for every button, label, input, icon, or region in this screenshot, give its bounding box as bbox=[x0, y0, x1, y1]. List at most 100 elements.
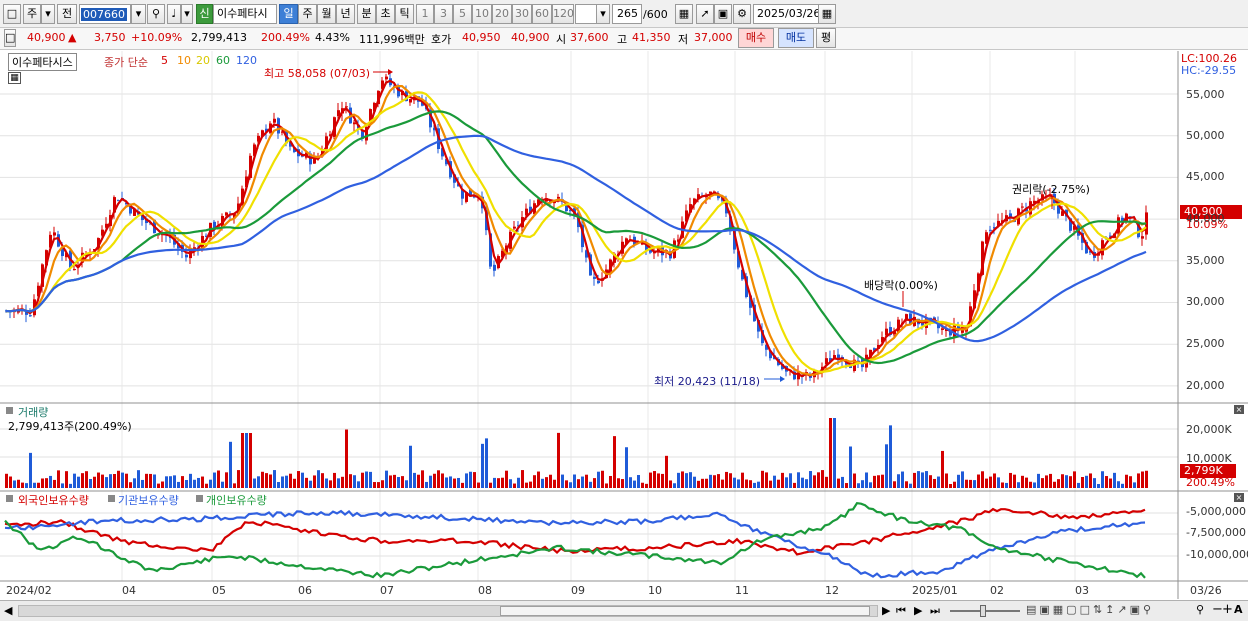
toolbar: □ 주 ▾ 전 007660 ▾ ⚲ ♩ ▾ 신 이수페타시 일 주 월 년 분… bbox=[0, 0, 1248, 28]
change-amount: 3,750 bbox=[94, 31, 126, 44]
current-percent-label: 10.09% bbox=[1186, 218, 1228, 231]
open-label: 시 bbox=[556, 33, 567, 46]
zoom-out-icon[interactable]: ⚲ bbox=[1196, 603, 1205, 616]
holder-series-institution: 기관보유수량 bbox=[118, 494, 179, 507]
tab-minute[interactable]: 분 bbox=[357, 4, 376, 24]
font-size-icon[interactable]: A bbox=[1234, 603, 1243, 616]
credit-badge[interactable]: 신 bbox=[196, 4, 213, 24]
y-tick: 55,000 bbox=[1186, 88, 1225, 101]
holder-series-individual: 개인보유수량 bbox=[206, 494, 267, 507]
gear-icon[interactable]: ⚙ bbox=[733, 4, 751, 24]
volume-title: 거래량 bbox=[18, 406, 49, 419]
ma-period-10: 10 bbox=[177, 54, 191, 67]
period-select[interactable]: 주 bbox=[23, 4, 41, 24]
volume-value: 2,799,413 bbox=[191, 31, 247, 44]
ma-period-60: 60 bbox=[216, 54, 230, 67]
tools-icon-strip[interactable]: ▤▣▦▢□⇅↥↗▣⚲ bbox=[1026, 603, 1155, 616]
low-annotation: 최저 20,423 (11/18) bbox=[654, 375, 761, 388]
rights-annotation: 권리락(-2.75%) bbox=[1012, 183, 1090, 196]
x-tick: 03/26 bbox=[1190, 584, 1222, 597]
sell-button[interactable]: 매도 bbox=[778, 28, 814, 48]
high-label: 고 bbox=[617, 33, 628, 46]
high-price: 41,350 bbox=[632, 31, 671, 44]
change-arrow: ▲ bbox=[68, 31, 77, 44]
volume-close-icon[interactable]: × bbox=[1234, 405, 1244, 414]
draw-tool-icon[interactable]: ➚ bbox=[696, 4, 714, 24]
stock-name-box[interactable]: 이수페타시스 bbox=[8, 53, 77, 71]
interval-1[interactable]: 1 bbox=[416, 4, 434, 24]
stock-chart[interactable] bbox=[0, 51, 1248, 601]
count-total: /600 bbox=[643, 8, 668, 21]
minus-icon[interactable]: − bbox=[1212, 602, 1223, 617]
y-tick: 45,000 bbox=[1186, 170, 1225, 183]
interval-5[interactable]: 5 bbox=[453, 4, 472, 24]
change-percent: +10.09% bbox=[131, 31, 183, 44]
volume-percent: 200.49% bbox=[261, 31, 310, 44]
holder-close-icon[interactable]: × bbox=[1234, 493, 1244, 502]
last-page-icon[interactable]: ⏭ bbox=[930, 604, 940, 617]
chart-type-icon[interactable]: ▦ bbox=[675, 4, 693, 24]
y-tick: 40,000 bbox=[1186, 212, 1225, 225]
tab-monthly[interactable]: 월 bbox=[317, 4, 336, 24]
volume-current-percent: 200.49% bbox=[1186, 476, 1235, 489]
holder-panel-marker-icon[interactable] bbox=[6, 495, 13, 502]
volume-y-tick: 10,000K bbox=[1186, 452, 1232, 465]
high-annotation: 최고 58,058 (07/03) bbox=[264, 67, 371, 80]
stock-code-input[interactable]: 007660 bbox=[79, 4, 131, 24]
evaluate-button[interactable]: 평 bbox=[816, 28, 836, 48]
first-page-icon[interactable]: ⏮ bbox=[896, 604, 906, 617]
interval-dropdown-icon[interactable]: ▾ bbox=[596, 4, 610, 24]
interval-custom-input[interactable] bbox=[575, 4, 597, 24]
interval-20[interactable]: 20 bbox=[492, 4, 512, 24]
current-price-box: 40,900 bbox=[1180, 205, 1242, 219]
tab-tick[interactable]: 틱 bbox=[395, 4, 414, 24]
interval-3[interactable]: 3 bbox=[434, 4, 453, 24]
speaker-dropdown-icon[interactable]: ▾ bbox=[181, 4, 193, 24]
plus-icon[interactable]: + bbox=[1222, 602, 1233, 617]
link-icon[interactable]: □ bbox=[4, 29, 16, 47]
interval-30[interactable]: 30 bbox=[512, 4, 532, 24]
code-dropdown-icon[interactable]: ▾ bbox=[131, 4, 146, 24]
tab-second[interactable]: 초 bbox=[376, 4, 395, 24]
zoom-slider-thumb[interactable] bbox=[980, 605, 986, 617]
grid-toggle-icon[interactable]: ▦ bbox=[8, 72, 21, 84]
y-tick: 30,000 bbox=[1186, 295, 1225, 308]
interval-120[interactable]: 120 bbox=[552, 4, 574, 24]
scroll-right-icon[interactable]: ▶ bbox=[882, 604, 891, 617]
tab-weekly[interactable]: 주 bbox=[298, 4, 317, 24]
x-tick: 2024/02 bbox=[6, 584, 52, 597]
save-icon[interactable]: ▣ bbox=[714, 4, 732, 24]
period-dropdown-icon[interactable]: ▾ bbox=[41, 4, 55, 24]
window-menu-icon[interactable]: □ bbox=[3, 4, 21, 24]
hc-value: HC:-29.55 bbox=[1181, 64, 1237, 77]
y-tick: 50,000 bbox=[1186, 129, 1225, 142]
stock-code-value: 007660 bbox=[81, 8, 127, 21]
ma-label: 종가 단순 bbox=[104, 56, 148, 69]
calendar-icon[interactable]: ▦ bbox=[818, 4, 836, 24]
quote-bar: □ 40,900 ▲ 3,750 +10.09% 2,799,413 200.4… bbox=[0, 28, 1248, 50]
lc-value: LC:100.26 bbox=[1181, 52, 1238, 65]
volume-panel-marker-icon[interactable] bbox=[6, 407, 13, 414]
x-tick: 07 bbox=[380, 584, 394, 597]
interval-10[interactable]: 10 bbox=[472, 4, 492, 24]
stock-name-field: 이수페타시 bbox=[213, 4, 277, 24]
ma-period-5: 5 bbox=[161, 54, 168, 67]
all-button[interactable]: 전 bbox=[57, 4, 77, 24]
interval-60[interactable]: 60 bbox=[532, 4, 552, 24]
tab-yearly[interactable]: 년 bbox=[336, 4, 355, 24]
scroll-left-icon[interactable]: ◀ bbox=[4, 604, 13, 617]
volume-current-box: 2,799K bbox=[1180, 464, 1236, 478]
count-input[interactable]: 265 bbox=[612, 4, 642, 24]
play-icon[interactable]: ▶ bbox=[914, 604, 923, 617]
tab-daily[interactable]: 일 bbox=[279, 4, 298, 24]
bottom-toolbar: ◀ ▶ ⏮ ▶ ⏭ ▤▣▦▢□⇅↥↗▣⚲ ⚲ − + A bbox=[0, 600, 1248, 621]
buy-button[interactable]: 매수 bbox=[738, 28, 774, 48]
date-input[interactable]: 2025/03/26 bbox=[753, 4, 820, 24]
speaker-icon[interactable]: ♩ bbox=[167, 4, 181, 24]
turnover-percent: 4.43% bbox=[315, 31, 350, 44]
scroll-thumb[interactable] bbox=[500, 606, 870, 616]
low-label: 저 bbox=[678, 33, 689, 46]
x-tick: 05 bbox=[212, 584, 226, 597]
holder-series-marker-icon bbox=[196, 495, 203, 502]
search-icon[interactable]: ⚲ bbox=[147, 4, 165, 24]
